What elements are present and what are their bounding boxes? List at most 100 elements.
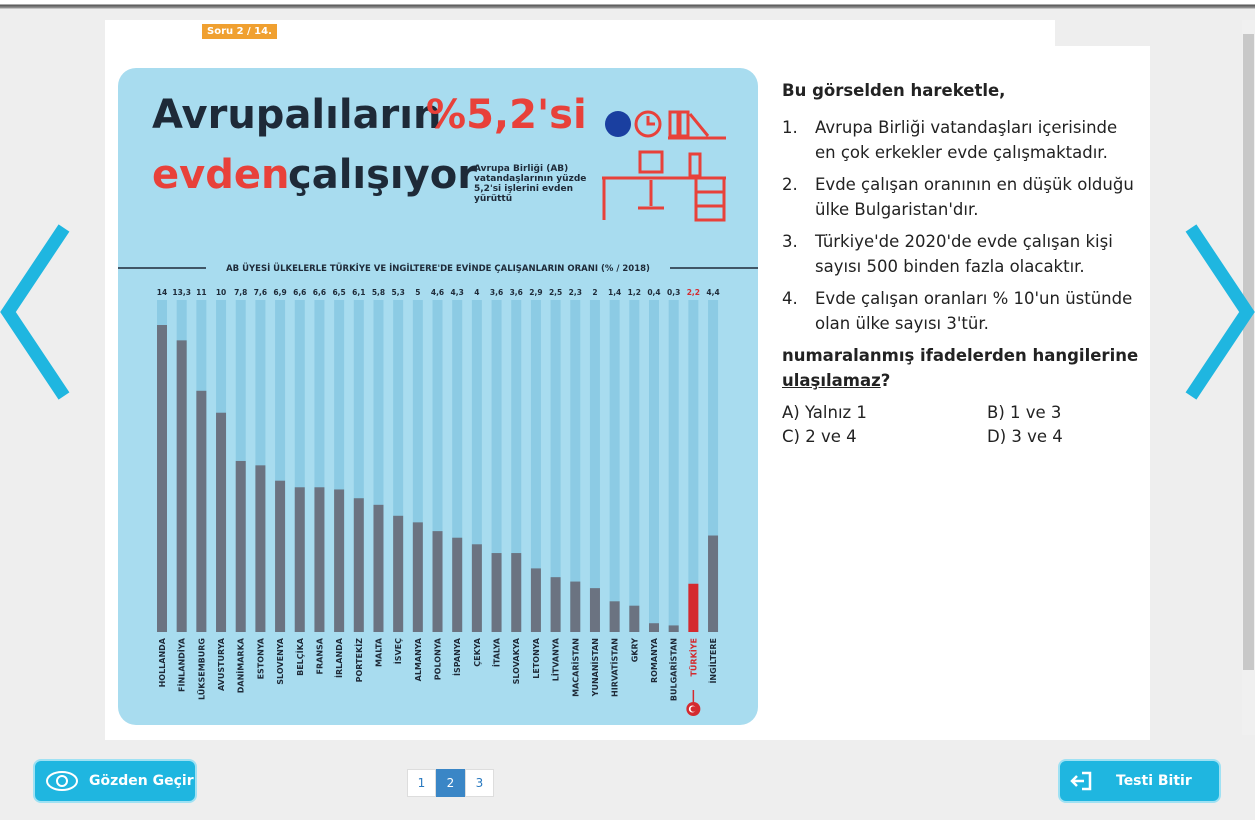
- category-label: LİTVANYA: [551, 637, 561, 681]
- value-label: 6,6: [293, 288, 306, 297]
- question-intro: Bu görselden hareketle,: [782, 81, 1006, 100]
- category-label: ROMANYA: [650, 637, 659, 683]
- option-text: 3 ve 4: [1011, 427, 1063, 446]
- top-bar: [0, 0, 1255, 9]
- bar: [216, 412, 227, 632]
- bar: [629, 605, 640, 632]
- question-badge: Soru 2 / 14.: [202, 24, 277, 39]
- bar-track: [275, 300, 286, 632]
- category-label: TÜRKİYE: [688, 638, 698, 677]
- category-label: HIRVATİSTAN: [610, 638, 620, 697]
- option-text: Yalnız 1: [804, 403, 867, 422]
- value-label: 1,4: [608, 288, 621, 297]
- category-label: LÜKSEMBURG: [196, 638, 206, 700]
- value-label: 2,2: [687, 288, 700, 297]
- question-stem: numaralanmış ifadelerden hangilerine ula…: [782, 343, 1142, 393]
- value-label: 5: [415, 288, 420, 297]
- bar: [196, 390, 207, 632]
- category-label: LETONYA: [532, 637, 541, 679]
- statement-text: Türkiye'de 2020'de evde çalışan kişi say…: [815, 232, 1113, 276]
- option[interactable]: B) 1 ve 3: [987, 401, 1137, 425]
- category-label: İTALYA: [492, 637, 502, 667]
- category-label: FRANSA: [315, 637, 324, 674]
- value-label: 11: [196, 288, 206, 297]
- page-button[interactable]: 2: [436, 769, 465, 797]
- icons: [602, 110, 726, 222]
- option[interactable]: A) Yalnız 1: [782, 401, 987, 425]
- category-label: İSVEÇ: [393, 638, 403, 664]
- statement: 3. Türkiye'de 2020'de evde çalışan kişi s…: [782, 229, 1142, 279]
- category-label: ÇEKYA: [473, 637, 482, 667]
- stem-end: ?: [880, 371, 891, 390]
- option-label: B): [987, 403, 1005, 422]
- bar: [530, 568, 541, 632]
- bar-track: [452, 300, 463, 632]
- statement-number: 3.: [782, 232, 798, 251]
- value-label: 6,1: [352, 288, 365, 297]
- subtitle: Avrupa Birliği (AB) vatandaşlarının yüzd…: [474, 164, 587, 204]
- option-label: D): [987, 427, 1007, 446]
- next-arrow[interactable]: [1185, 222, 1255, 402]
- bar: [688, 583, 699, 632]
- value-label: 6,6: [313, 288, 326, 297]
- value-label: 2,5: [549, 288, 562, 297]
- scroll-thumb[interactable]: [1243, 34, 1254, 670]
- value-label: 4,4: [706, 288, 719, 297]
- value-label: 4,3: [451, 288, 464, 297]
- bar: [609, 601, 620, 632]
- bar: [412, 522, 423, 632]
- bar-track: [570, 300, 581, 632]
- bar-track: [334, 300, 345, 632]
- bar: [157, 325, 167, 632]
- option-text: 1 ve 3: [1010, 403, 1062, 422]
- category-label: BELÇİKA: [295, 637, 305, 676]
- bar-track: [393, 300, 404, 632]
- bar-track: [432, 300, 443, 632]
- title-part: çalışıyor: [288, 152, 477, 198]
- finish-button[interactable]: Testi Bitir: [1058, 759, 1221, 803]
- option[interactable]: C) 2 ve 4: [782, 425, 987, 449]
- bar-track: [589, 300, 600, 632]
- bar: [491, 553, 502, 632]
- value-label: 3,6: [510, 288, 523, 297]
- stem-text: numaralanmış ifadelerden hangilerine: [782, 346, 1139, 365]
- category-label: SLOVAKYA: [512, 637, 521, 684]
- chart-title: AB ÜYESİ ÜLKELERLE TÜRKİYE VE İNGİLTERE'…: [226, 263, 650, 274]
- bar-track: [491, 300, 502, 632]
- bar: [708, 535, 719, 632]
- category-label: MALTA: [374, 637, 383, 667]
- page-button[interactable]: 3: [465, 769, 494, 797]
- bar: [570, 581, 581, 632]
- bar-track: [471, 300, 482, 632]
- category-label: İNGİLTERE: [708, 638, 718, 684]
- bar-track: [609, 300, 620, 632]
- category-label: ALMANYA: [414, 637, 423, 681]
- category-label: FİNLANDİYA: [177, 637, 187, 692]
- category-label: İSPANYA: [452, 637, 462, 676]
- flag-crescent-cut: [690, 706, 697, 712]
- category-label: SLOVENYA: [276, 637, 285, 685]
- value-label: 4,6: [431, 288, 444, 297]
- bar-track: [649, 300, 659, 632]
- bar: [353, 498, 364, 632]
- statement-text: Avrupa Birliği vatandaşları içerisinde e…: [815, 118, 1118, 162]
- bar: [255, 465, 266, 632]
- value-label: 0,4: [647, 288, 660, 297]
- bar: [432, 531, 443, 632]
- bar: [235, 460, 246, 632]
- review-button[interactable]: Gözden Geçir: [33, 759, 197, 803]
- page-button[interactable]: 1: [407, 769, 436, 797]
- value-label: 7,8: [234, 288, 247, 297]
- title-part: %5,2'si: [426, 92, 587, 138]
- bar-track: [688, 300, 699, 632]
- option[interactable]: D) 3 ve 4: [987, 425, 1137, 449]
- value-label: 2,9: [529, 288, 542, 297]
- value-label: 1,2: [628, 288, 641, 297]
- bar: [649, 623, 659, 632]
- statement-number: 1.: [782, 118, 798, 137]
- subtitle-box: Avrupa Birliği (AB) vatandaşlarının yüzd…: [474, 164, 587, 204]
- category-label: ESTONYA: [256, 637, 265, 679]
- prev-arrow[interactable]: [0, 222, 70, 402]
- review-label: Gözden Geçir: [89, 773, 194, 789]
